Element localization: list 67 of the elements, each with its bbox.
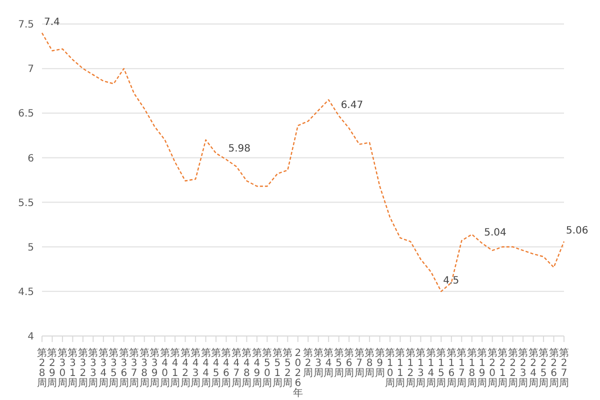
x-tick-label: 第44周 (200, 347, 211, 389)
line-series (41, 32, 565, 292)
data-label: 5.06 (566, 226, 588, 237)
x-tick-label: 第47周 (231, 347, 242, 389)
x-tick-label: 第11周 (395, 347, 406, 389)
data-label: 5.04 (484, 227, 506, 238)
y-tick-label: 5 (28, 242, 34, 254)
y-tick-label: 5.5 (18, 198, 34, 209)
x-tick-label: 第38周 (139, 347, 150, 389)
x-tick-label: 2026年 (292, 348, 303, 399)
x-tick-label: 第48周 (242, 347, 252, 389)
x-tick-label: 第18周 (466, 347, 477, 389)
y-tick-label: 6 (28, 153, 34, 164)
x-tick-label: 第16周 (446, 347, 456, 389)
x-tick-label: 第45周 (211, 347, 221, 389)
x-tick-label: 第19周 (477, 347, 488, 389)
x-tick-label: 第40周 (160, 347, 170, 389)
y-tick-label: 6.5 (18, 108, 34, 120)
x-tick-label: 第52周 (282, 347, 293, 389)
x-tick-label: 第37周 (129, 347, 140, 389)
x-tick-label: 第39周 (150, 347, 160, 389)
x-tick-label: 第12周 (405, 347, 416, 389)
x-tick-label: 第50周 (262, 347, 272, 389)
x-tick-label: 第49周 (252, 347, 262, 389)
x-tick-label: 第23周 (518, 347, 528, 389)
x-tick-label: 第32周 (78, 347, 88, 389)
x-tick-label: 第51周 (272, 347, 282, 389)
x-tick-label: 第33周 (88, 347, 98, 389)
x-tick-label: 第27周 (559, 347, 569, 389)
x-tick-label: 第29周 (47, 347, 58, 389)
data-label: 7.4 (44, 16, 60, 28)
x-tick-label: 第14周 (426, 347, 436, 389)
x-tick-label: 第31周 (68, 347, 78, 389)
x-tick-label: 第42周 (180, 347, 190, 389)
data-label: 5.98 (228, 143, 250, 154)
x-tick-label: 第30周 (57, 347, 68, 389)
x-tick-label: 第20周 (487, 347, 498, 389)
x-tick-label: 第4周 (324, 347, 334, 379)
data-label: 4.5 (443, 275, 460, 286)
y-tick-label: 7 (28, 64, 34, 76)
x-tick-label: 第10周 (385, 347, 395, 389)
x-tick-label: 第34周 (98, 347, 108, 389)
x-tick-label: 第46周 (221, 347, 232, 389)
x-tick-label: 第13周 (416, 347, 426, 389)
x-tick-label: 第28周 (37, 347, 47, 389)
x-tick-label: 第36周 (118, 347, 129, 389)
x-tick-label: 第6周 (344, 347, 354, 379)
x-tick-label: 第35周 (108, 347, 119, 389)
x-tick-label: 第43周 (190, 347, 201, 389)
y-tick-label: 4.5 (18, 286, 34, 298)
x-tick-label: 第41周 (170, 347, 180, 389)
y-tick-label: 7.5 (18, 20, 34, 31)
x-tick-label: 第17周 (456, 347, 467, 389)
x-tick-label: 第26周 (548, 347, 559, 389)
data-label: 6.47 (340, 100, 364, 111)
x-tick-label: 第5周 (334, 347, 344, 379)
x-tick-label: 第22周 (508, 347, 518, 389)
x-tick-label: 第9周 (374, 347, 385, 379)
x-tick-label: 第25周 (538, 347, 549, 389)
x-tick-label: 第2周 (303, 347, 314, 379)
x-tick-label: 第3周 (313, 347, 324, 379)
x-tick-label: 第8周 (364, 347, 375, 379)
y-tick-label: 4 (28, 332, 34, 343)
x-tick-label: 第21周 (498, 347, 508, 389)
x-tick-label: 第7周 (354, 347, 364, 379)
x-tick-label: 第15周 (436, 347, 446, 389)
x-tick-label: 第24周 (528, 347, 538, 389)
